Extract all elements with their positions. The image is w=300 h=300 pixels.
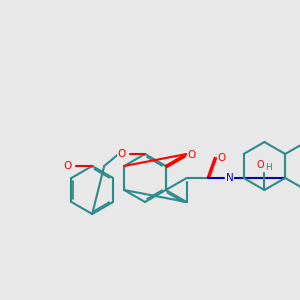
Text: O: O xyxy=(118,149,126,159)
Text: O: O xyxy=(256,160,264,170)
Text: N: N xyxy=(226,173,233,183)
Text: O: O xyxy=(64,161,72,171)
Text: O: O xyxy=(188,150,196,160)
Text: H: H xyxy=(265,163,272,172)
Text: O: O xyxy=(218,153,226,163)
